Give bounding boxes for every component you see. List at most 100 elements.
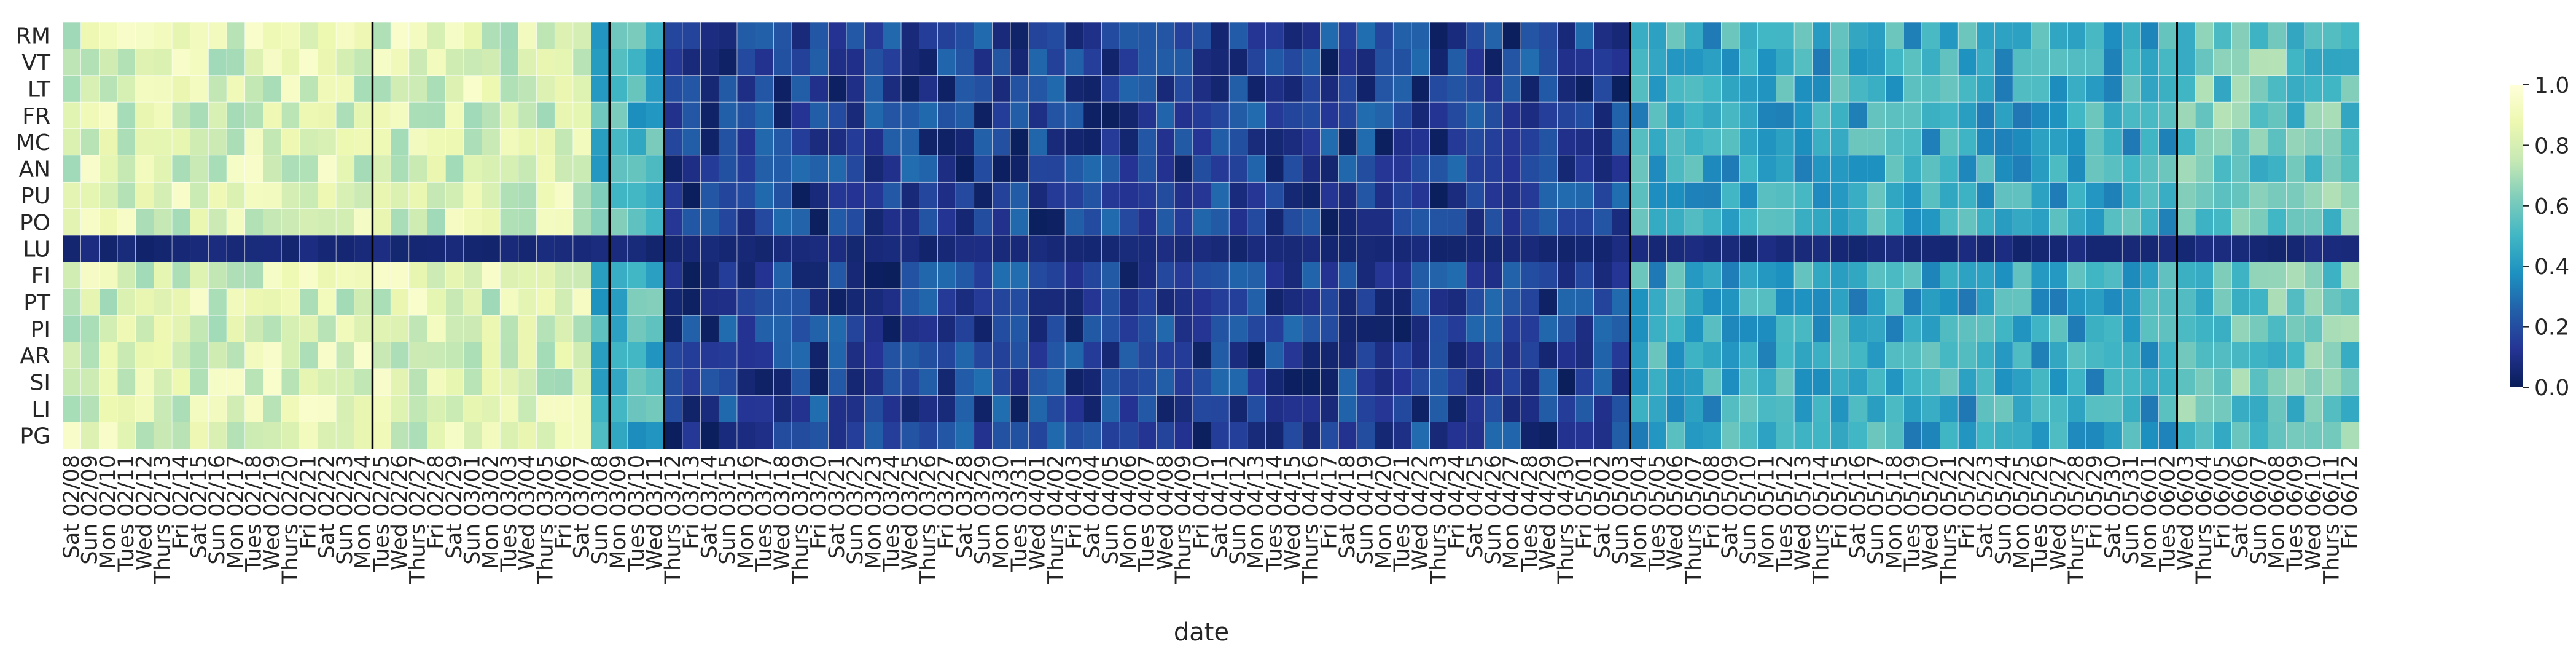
heatmap-cell xyxy=(1520,75,1540,103)
heatmap-cell xyxy=(318,422,337,449)
heatmap-cell xyxy=(1903,75,1922,103)
heatmap-cell xyxy=(2031,262,2050,289)
heatmap-cell xyxy=(2195,235,2214,263)
heatmap-cell xyxy=(718,262,738,289)
heatmap-cell xyxy=(1356,22,1376,50)
heatmap-cell xyxy=(1028,395,1048,423)
heatmap-cell xyxy=(1648,342,1668,369)
heatmap-cell xyxy=(810,155,829,183)
heatmap-cell xyxy=(1520,49,1540,76)
heatmap-cell xyxy=(1320,181,1339,210)
heatmap-cell xyxy=(354,315,373,343)
heatmap-cell xyxy=(2341,208,2360,236)
heatmap-cell xyxy=(2031,181,2050,210)
heatmap-cell xyxy=(955,395,975,423)
heatmap-cell xyxy=(1976,262,1996,289)
heatmap-cell xyxy=(919,395,939,423)
heatmap-cell xyxy=(1666,422,1685,449)
heatmap-cell xyxy=(2012,315,2032,343)
heatmap-cell xyxy=(1392,49,1412,76)
heatmap-cell xyxy=(281,422,300,449)
heatmap-cell xyxy=(2067,395,2086,423)
heatmap-cell xyxy=(1320,101,1339,130)
heatmap-cell xyxy=(572,342,592,369)
heatmap-cell xyxy=(1994,22,2013,50)
heatmap-cell xyxy=(864,208,884,236)
heatmap-cell xyxy=(2341,395,2360,423)
heatmap-cell xyxy=(1885,181,1904,210)
heatmap-cell xyxy=(463,49,483,76)
heatmap-cell xyxy=(937,208,956,236)
heatmap-cell xyxy=(682,288,701,316)
heatmap-cell xyxy=(992,315,1011,343)
heatmap-cell xyxy=(354,22,373,50)
heatmap-cell xyxy=(1921,101,1941,130)
heatmap-cell xyxy=(627,395,647,423)
heatmap-cell xyxy=(99,208,118,236)
heatmap-cell xyxy=(1976,22,1996,50)
x-tick-label: Tues 05/12 xyxy=(1773,455,1797,572)
heatmap-cell xyxy=(445,155,464,183)
heatmap-cell xyxy=(226,75,246,103)
heatmap-cell xyxy=(1192,208,1212,236)
heatmap-cell xyxy=(1612,155,1631,183)
heatmap-cell xyxy=(482,181,501,210)
heatmap-cell xyxy=(1010,315,1029,343)
x-tick-label: Thurs 06/04 xyxy=(2192,455,2217,584)
heatmap-cell xyxy=(2213,395,2232,423)
heatmap-cell xyxy=(646,422,665,449)
x-tick-label: Tues 03/03 xyxy=(497,455,521,572)
heatmap-cell xyxy=(609,235,628,263)
heatmap-cell xyxy=(1630,315,1649,343)
heatmap-cell xyxy=(1703,342,1722,369)
heatmap-cell xyxy=(427,155,446,183)
heatmap-cell xyxy=(1793,155,1813,183)
heatmap-cell xyxy=(171,262,191,289)
heatmap-cell xyxy=(2231,422,2250,449)
heatmap-cell xyxy=(1247,155,1267,183)
heatmap-cell xyxy=(190,101,209,130)
heatmap-cell xyxy=(1994,262,2013,289)
heatmap-cell xyxy=(372,235,391,263)
heatmap-cell xyxy=(1684,368,1704,396)
heatmap-cell xyxy=(1957,368,1977,396)
heatmap-cell xyxy=(627,155,647,183)
heatmap-cell xyxy=(1921,75,1941,103)
heatmap-cell xyxy=(554,181,574,210)
heatmap-cell xyxy=(99,262,118,289)
x-tick-label: Sat 02/15 xyxy=(187,455,212,559)
x-tick-label: Sun 02/09 xyxy=(78,455,103,565)
heatmap-cell xyxy=(2286,342,2305,369)
heatmap-cell xyxy=(1028,368,1048,396)
heatmap-cell xyxy=(372,22,391,50)
heatmap-cell xyxy=(1557,288,1576,316)
heatmap-cell xyxy=(390,49,410,76)
heatmap-cell xyxy=(427,49,446,76)
heatmap-cell xyxy=(974,128,993,156)
heatmap-cell xyxy=(1083,342,1103,369)
heatmap-cell xyxy=(1502,75,1521,103)
heatmap-cell xyxy=(2213,208,2232,236)
heatmap-cell xyxy=(1867,181,1886,210)
heatmap-cell xyxy=(1940,235,1959,263)
x-tick-label: Fri 02/21 xyxy=(297,455,321,549)
heatmap-cell xyxy=(1848,22,1868,50)
heatmap-cell xyxy=(1940,22,1959,50)
heatmap-cell xyxy=(154,22,173,50)
heatmap-cell xyxy=(900,262,920,289)
heatmap-cell xyxy=(1848,395,1868,423)
x-tick-label: Thurs 03/26 xyxy=(916,455,941,584)
heatmap-cell xyxy=(992,181,1011,210)
heatmap-cell xyxy=(208,22,227,50)
heatmap-cell xyxy=(1174,128,1193,156)
x-tick-label: Wed 04/22 xyxy=(1408,455,1433,570)
heatmap-cell xyxy=(354,288,373,316)
heatmap-cell xyxy=(2304,75,2324,103)
heatmap-cell xyxy=(2049,288,2068,316)
heatmap-cell xyxy=(445,262,464,289)
heatmap-cell xyxy=(937,181,956,210)
heatmap-cell xyxy=(937,128,956,156)
heatmap-cell xyxy=(2104,235,2123,263)
heatmap-cell xyxy=(244,101,264,130)
heatmap-cell xyxy=(154,368,173,396)
